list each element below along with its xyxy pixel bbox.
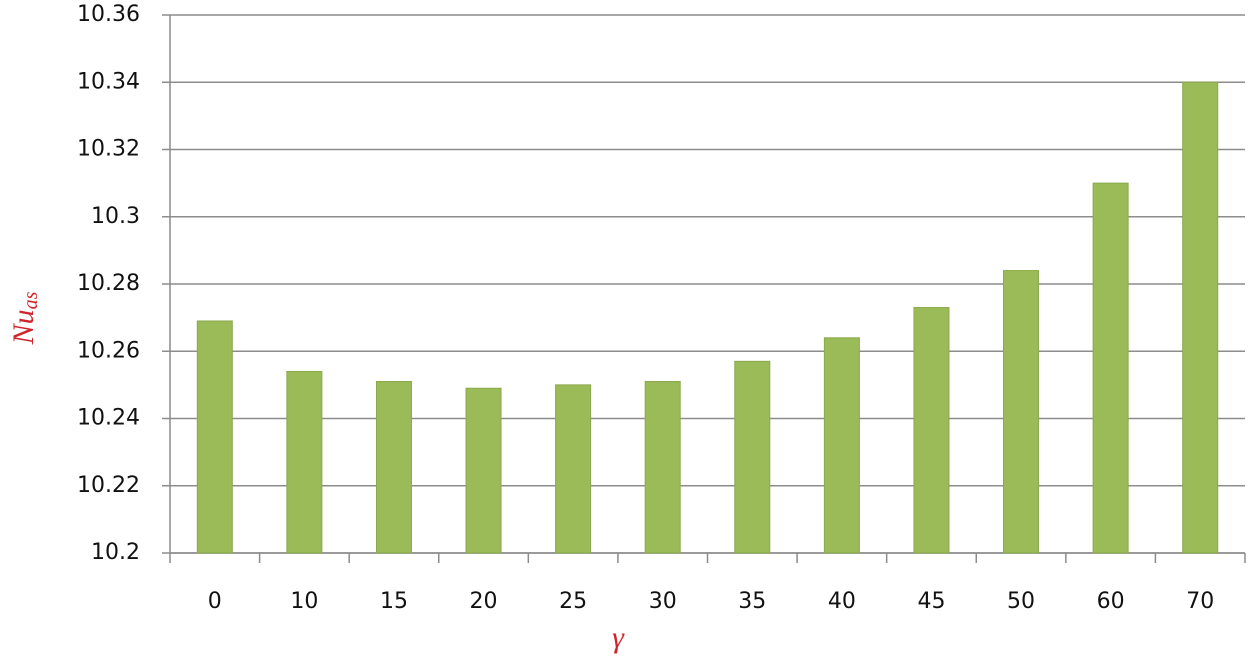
- y-axis-label-sub: as: [20, 291, 42, 309]
- x-tick-label: 30: [649, 589, 677, 614]
- bar: [286, 370, 323, 554]
- x-tick-label: 20: [470, 589, 498, 614]
- x-tick-label: 40: [828, 589, 856, 614]
- bar: [1092, 182, 1129, 554]
- bar: [644, 381, 681, 554]
- x-tick-label: 45: [917, 589, 945, 614]
- bar: [913, 307, 950, 554]
- x-tick-label: 35: [738, 589, 766, 614]
- y-tick-label: 10.26: [77, 338, 140, 363]
- y-tick-label: 10.32: [77, 137, 140, 162]
- x-tick-label: 10: [290, 589, 318, 614]
- bar: [734, 360, 771, 554]
- y-tick-label: 10.28: [77, 271, 140, 296]
- x-tick-label: 70: [1186, 589, 1214, 614]
- y-tick-label: 10.2: [91, 540, 140, 565]
- y-axis-label: Nuas: [7, 291, 42, 345]
- bar: [465, 387, 502, 554]
- bar: [1003, 270, 1040, 554]
- bar: [1182, 81, 1219, 554]
- x-tick-label: 60: [1097, 589, 1125, 614]
- bar: [823, 337, 860, 554]
- x-tick-label: 15: [380, 589, 408, 614]
- x-axis-label: γ: [612, 621, 625, 654]
- bar: [555, 384, 592, 554]
- x-tick-label: 0: [208, 589, 222, 614]
- y-tick-label: 10.22: [77, 473, 140, 498]
- y-tick-label: 10.24: [77, 406, 140, 431]
- y-tick-label: 10.36: [77, 2, 140, 27]
- y-tick-label: 10.3: [91, 204, 140, 229]
- bar: [196, 320, 233, 554]
- x-tick-label: 50: [1007, 589, 1035, 614]
- y-axis-label-main: Nu: [7, 309, 40, 345]
- y-tick-label: 10.34: [77, 69, 140, 94]
- bar: [375, 381, 412, 554]
- x-tick-label: 25: [559, 589, 587, 614]
